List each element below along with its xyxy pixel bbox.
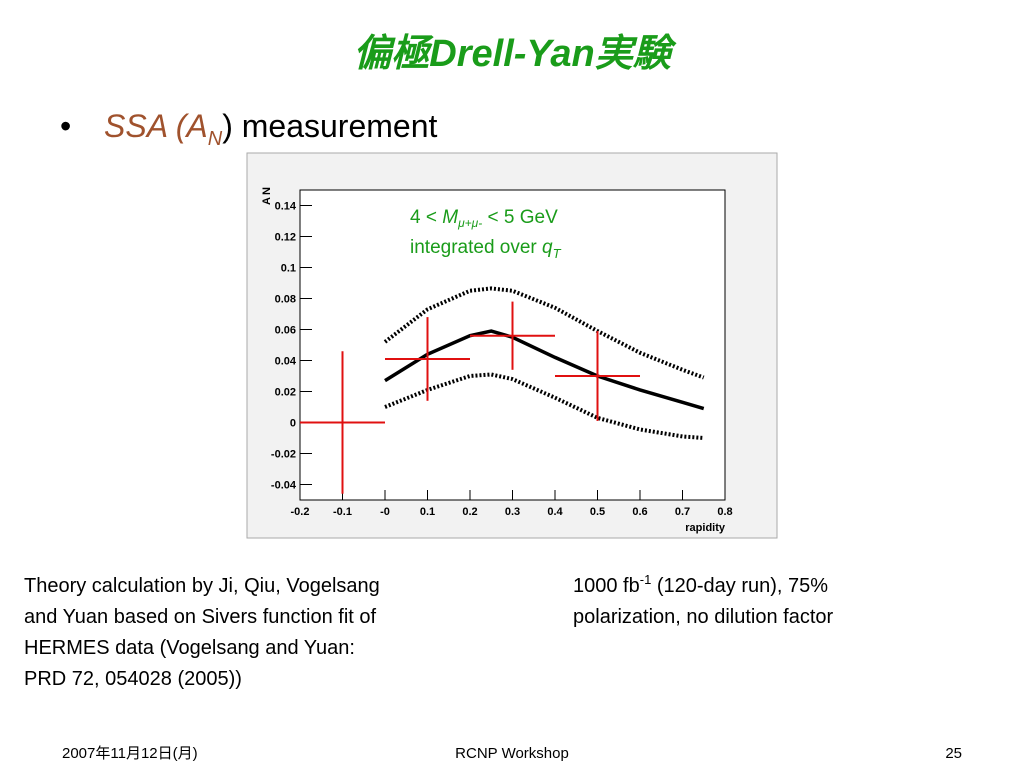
bullet-dot: • — [60, 108, 71, 144]
annotation: 4 < Mμ+μ- < 5 GeV — [410, 207, 558, 230]
footer-date: 2007年11月12日(月) — [62, 745, 198, 762]
y-tick-label: -0.04 — [271, 480, 297, 492]
x-tick-label: 0.6 — [632, 506, 647, 518]
annotation: integrated over qT — [410, 237, 562, 261]
x-tick-label: 0.2 — [462, 506, 477, 518]
y-tick-label: 0.06 — [275, 325, 296, 337]
note-part: 1000 fb — [573, 575, 640, 597]
ann-part: integrated over — [410, 237, 542, 258]
y-tick-label: 0.1 — [281, 263, 296, 275]
x-tick-label: 0.7 — [675, 506, 690, 518]
note-line: and Yuan based on Sivers function fit of — [24, 606, 377, 628]
note-right: 1000 fb-1 (120-day run), 75% — [573, 572, 828, 597]
note-part: (120-day run), 75% — [651, 575, 828, 597]
notes-left: Theory calculation by Ji, Qiu, Vogelsang… — [24, 575, 380, 690]
x-tick-label: 0.8 — [717, 506, 732, 518]
x-tick-label: 0.5 — [590, 506, 605, 518]
ann-part: < 5 GeV — [482, 207, 558, 228]
ann-part: 4 < — [410, 207, 442, 228]
theory-curve — [384, 329, 705, 411]
theory-curve — [384, 372, 704, 440]
x-axis-label: rapidity — [685, 522, 726, 534]
y-label-part: N — [261, 187, 273, 195]
y-tick-label: 0.02 — [275, 387, 296, 399]
bullet-part: SSA (A — [104, 108, 208, 144]
y-tick-label: 0 — [290, 418, 296, 430]
note-line: Theory calculation by Ji, Qiu, Vogelsang — [24, 575, 380, 597]
ann-part: q — [542, 237, 553, 258]
x-tick-label: 0.3 — [505, 506, 520, 518]
bullet-part: ) measurement — [222, 108, 437, 144]
footer-event: RCNP Workshop — [455, 745, 569, 762]
note-right: polarization, no dilution factor — [573, 606, 833, 628]
x-tick-label: -0 — [380, 506, 390, 518]
x-tick-label: -0.1 — [333, 506, 352, 518]
bullet: SSA (AN) measurement — [104, 108, 437, 150]
y-tick-label: 0.12 — [275, 232, 296, 244]
theory-curve — [383, 286, 705, 380]
x-tick-label: 0.4 — [547, 506, 563, 518]
footer-page: 25 — [945, 745, 962, 762]
y-axis-label: AN — [261, 187, 273, 205]
note-sup: -1 — [640, 572, 652, 587]
y-label-part: A — [261, 197, 273, 205]
note-line: HERMES data (Vogelsang and Yuan: — [24, 637, 355, 659]
ann-sub: μ+μ- — [457, 216, 482, 230]
slide-title: 偏極Drell-Yan実験 — [353, 33, 676, 75]
x-tick-label: 0.1 — [420, 506, 435, 518]
bullet-sub: N — [208, 128, 223, 150]
x-tick-label: -0.2 — [291, 506, 310, 518]
y-tick-label: 0.08 — [275, 294, 296, 306]
y-tick-label: 0.04 — [275, 356, 297, 368]
ann-part: M — [442, 207, 458, 228]
y-tick-label: 0.14 — [275, 201, 297, 213]
y-tick-label: -0.02 — [271, 449, 296, 461]
note-line: PRD 72, 054028 (2005)) — [24, 668, 242, 690]
ann-sub: T — [553, 246, 562, 261]
